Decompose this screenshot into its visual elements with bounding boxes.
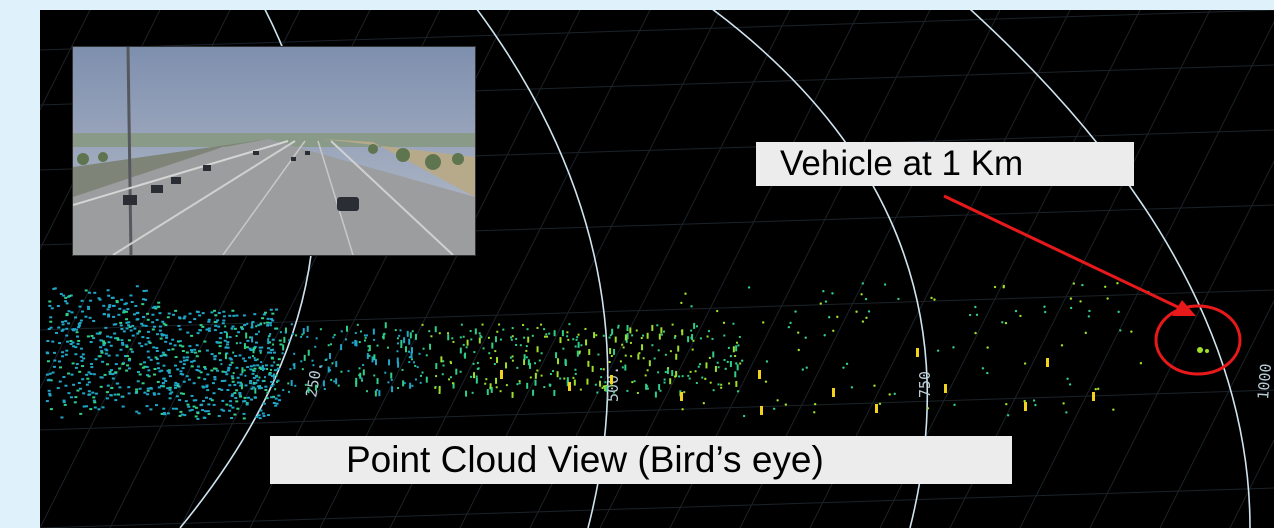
target-vehicle-point <box>1197 347 1203 353</box>
range-labels: 250. 500. 750 1000 <box>302 360 1274 402</box>
point-cloud-view-label: Point Cloud View (Bird’s eye) <box>270 436 1012 484</box>
range-label-1000: 1000 <box>1254 363 1274 401</box>
point-cloud <box>45 282 1150 420</box>
target-vehicle-point <box>1205 349 1209 353</box>
highway-camera-photo-icon <box>72 46 476 256</box>
range-ring-1000 <box>969 10 1251 528</box>
vehicle-at-1km-label: Vehicle at 1 Km <box>756 142 1134 186</box>
red-arrow-icon <box>943 194 1196 316</box>
point-cloud-viewport[interactable]: 250. 500. 750 1000 <box>40 10 1274 528</box>
highlight-circle-icon <box>1154 304 1242 376</box>
range-label-750: 750 <box>916 371 934 398</box>
